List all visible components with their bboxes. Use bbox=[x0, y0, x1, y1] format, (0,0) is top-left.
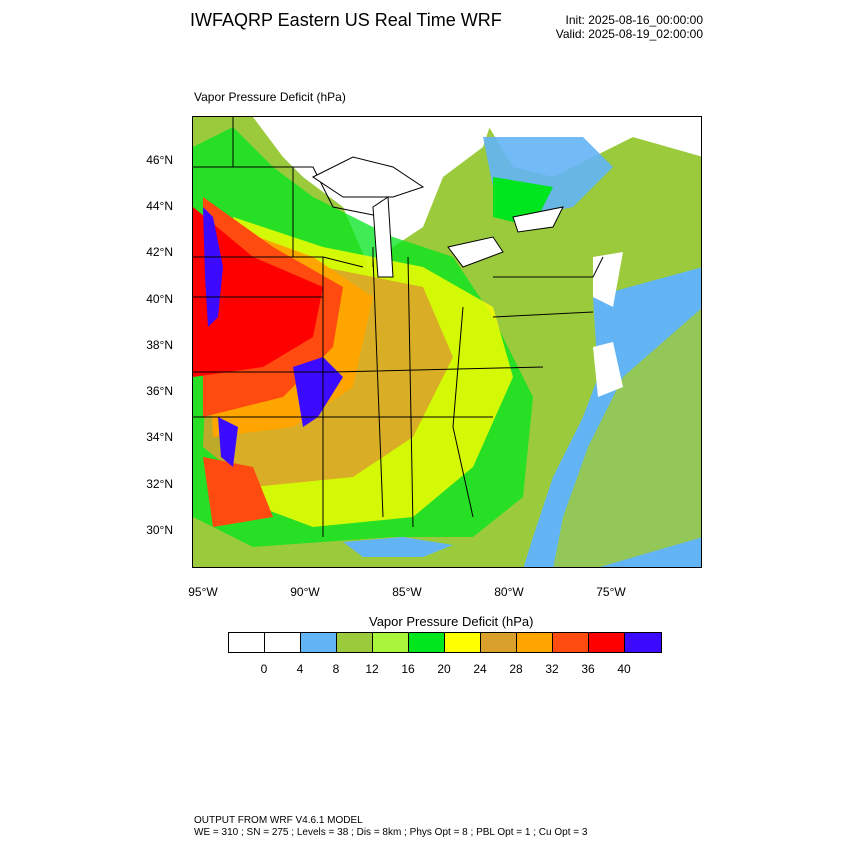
lat-label-40n: 40°N bbox=[146, 292, 173, 306]
south-red-field bbox=[203, 457, 273, 527]
state-boundaries bbox=[193, 117, 604, 537]
lat-label-44n: 44°N bbox=[146, 199, 173, 213]
colorbar-label: 0 bbox=[260, 662, 268, 676]
colorbar bbox=[228, 632, 662, 653]
lon-label-75w: 75°W bbox=[596, 585, 626, 599]
colorbar-label: 4 bbox=[296, 662, 304, 676]
lon-label-95w: 95°W bbox=[188, 585, 218, 599]
vpd-map bbox=[192, 116, 702, 568]
colorbar-label: 20 bbox=[437, 662, 451, 676]
valid-time: Valid: 2025-08-19_02:00:00 bbox=[555, 27, 703, 41]
lake-outlines bbox=[312, 156, 564, 278]
colorbar-box bbox=[481, 633, 517, 652]
init-time: Init: 2025-08-16_00:00:00 bbox=[565, 13, 703, 27]
red-field bbox=[193, 207, 323, 377]
colorbar-box bbox=[589, 633, 625, 652]
lon-label-90w: 90°W bbox=[290, 585, 320, 599]
lat-label-42n: 42°N bbox=[146, 245, 173, 259]
colorbar-box bbox=[301, 633, 337, 652]
ny-white bbox=[593, 252, 623, 307]
map-title: IWFAQRP Eastern US Real Time WRF bbox=[190, 10, 502, 30]
colorbar-label: 40 bbox=[617, 662, 631, 676]
lat-label-30n: 30°N bbox=[146, 523, 173, 537]
colorbar-title: Vapor Pressure Deficit (hPa) bbox=[369, 614, 534, 629]
lat-label-46n: 46°N bbox=[146, 153, 173, 167]
colorbar-label: 16 bbox=[401, 662, 415, 676]
colorbar-label: 36 bbox=[581, 662, 595, 676]
colorbar-label: 8 bbox=[332, 662, 340, 676]
chesapeake-white bbox=[593, 342, 623, 397]
field-label: Vapor Pressure Deficit (hPa) bbox=[194, 90, 346, 104]
colorbar-box bbox=[445, 633, 481, 652]
lat-label-34n: 34°N bbox=[146, 430, 173, 444]
colorbar-box bbox=[265, 633, 301, 652]
vpd-field-svg bbox=[193, 117, 701, 567]
colorbar-label: 32 bbox=[545, 662, 559, 676]
lat-label-32n: 32°N bbox=[146, 477, 173, 491]
vpd-max-south bbox=[218, 417, 238, 467]
gulf-coast-blue bbox=[343, 537, 453, 557]
lon-label-80w: 80°W bbox=[494, 585, 524, 599]
footer-config: WE = 310 ; SN = 275 ; Levels = 38 ; Dis … bbox=[194, 827, 588, 838]
offshore-field bbox=[553, 308, 701, 567]
colorbar-box bbox=[337, 633, 373, 652]
colorbar-box bbox=[373, 633, 409, 652]
colorbar-box bbox=[625, 633, 661, 652]
colorbar-label: 24 bbox=[473, 662, 487, 676]
footer-model: OUTPUT FROM WRF V4.6.1 MODEL bbox=[194, 815, 363, 826]
lat-label-38n: 38°N bbox=[146, 338, 173, 352]
colorbar-box bbox=[553, 633, 589, 652]
colorbar-box bbox=[229, 633, 265, 652]
lon-label-85w: 85°W bbox=[392, 585, 422, 599]
colorbar-box bbox=[409, 633, 445, 652]
colorbar-box bbox=[517, 633, 553, 652]
colorbar-label: 28 bbox=[509, 662, 523, 676]
lat-label-36n: 36°N bbox=[146, 384, 173, 398]
vpd-max-central bbox=[293, 357, 343, 427]
colorbar-label: 12 bbox=[365, 662, 379, 676]
